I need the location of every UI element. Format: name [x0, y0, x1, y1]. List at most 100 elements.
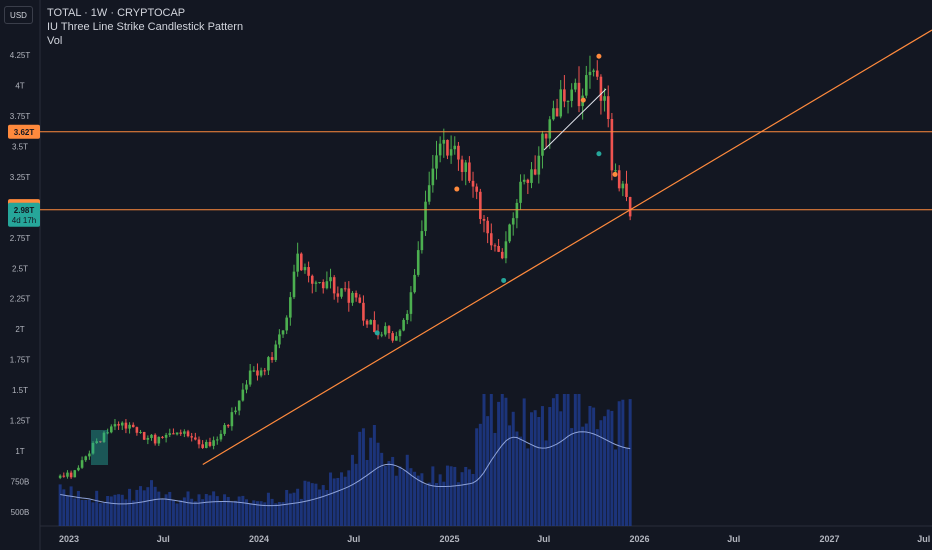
- candle-body: [332, 277, 336, 294]
- volume-bar: [255, 501, 259, 526]
- candle-body: [566, 100, 570, 102]
- candle-body: [161, 436, 164, 438]
- price-tick-label: 3.5T: [12, 142, 28, 151]
- volume-bar: [398, 466, 402, 526]
- volume-bar: [570, 428, 574, 526]
- volume-bar: [193, 501, 197, 526]
- volume-bar: [135, 489, 139, 526]
- volume-bar: [402, 470, 406, 526]
- volume-bar: [160, 499, 164, 526]
- volume-bar: [325, 490, 329, 526]
- volume-bar: [106, 495, 110, 526]
- volume-bar: [497, 401, 501, 526]
- signal-dot: [596, 151, 602, 157]
- volume-bar: [285, 489, 289, 526]
- candle-body: [321, 282, 325, 289]
- candle-body: [409, 292, 413, 314]
- volume-bar: [87, 499, 91, 526]
- signal-dot: [596, 53, 602, 59]
- symbol-title[interactable]: TOTAL · 1W · CRYPTOCAP: [47, 7, 186, 19]
- volume-bar: [292, 492, 296, 526]
- volume-bar: [208, 495, 212, 526]
- candle-body: [168, 433, 172, 435]
- volume-bar: [296, 488, 300, 526]
- candle-body: [106, 432, 109, 434]
- volume-bar: [529, 412, 533, 526]
- candle-body: [522, 179, 526, 182]
- chart-legend: TOTAL · 1W · CRYPTOCAP IU Three Line Str…: [47, 6, 243, 48]
- candle-body: [351, 292, 354, 303]
- candle-body: [486, 220, 489, 234]
- volume-bar: [478, 423, 482, 526]
- price-tick-label: 1T: [15, 447, 24, 456]
- volume-bar: [241, 495, 245, 526]
- volume-bar: [453, 466, 457, 526]
- candle-body: [479, 191, 482, 219]
- volume-bar: [263, 502, 267, 526]
- candle-body: [307, 267, 310, 276]
- candle-body: [533, 169, 537, 175]
- currency-button[interactable]: USD: [4, 6, 33, 24]
- candle-body: [245, 384, 248, 390]
- candle-body: [84, 456, 88, 461]
- candle-body: [73, 470, 77, 478]
- candle-body: [402, 319, 405, 331]
- volume-bar: [548, 407, 552, 526]
- price-axis[interactable]: 4.25T 4T 3.75T 3.5T 3.25T 2.75T 2.5T 2.25T 2T 1.7…: [10, 51, 31, 517]
- candle-body: [490, 233, 493, 246]
- volume-bar: [555, 394, 559, 526]
- volume-bar: [175, 503, 179, 526]
- candle-body: [153, 434, 157, 444]
- candle-body: [559, 89, 563, 117]
- volume-bar: [515, 431, 519, 526]
- volume-bar: [628, 399, 632, 526]
- volume-title[interactable]: Vol: [47, 35, 63, 47]
- indicator-title[interactable]: IU Three Line Strike Candlestick Pattern: [47, 21, 244, 33]
- candle-body: [281, 330, 285, 335]
- volume-bar: [445, 465, 449, 526]
- price-tick-label: 2.75T: [10, 234, 31, 243]
- volume-bar: [376, 442, 380, 526]
- volume-bar: [592, 407, 596, 526]
- candle-body: [157, 436, 161, 444]
- volume-bar: [361, 428, 365, 526]
- candle-body: [614, 170, 617, 172]
- volume-bar: [201, 499, 205, 526]
- candle-body: [197, 439, 201, 445]
- time-tick-label: Jul: [727, 534, 740, 544]
- price-tick-label: 1.25T: [10, 417, 31, 426]
- candle-body: [69, 472, 73, 478]
- candle-body: [139, 431, 142, 433]
- volume-bar: [109, 496, 113, 526]
- time-axis[interactable]: 2023 Jul 2024 Jul 2025 Jul 2026 Jul 2027 Jul: [59, 534, 930, 544]
- candle-body: [544, 133, 548, 139]
- price-tick-label: 750B: [11, 478, 30, 487]
- price-tick-label: 1.75T: [10, 356, 31, 365]
- volume-bar: [464, 466, 468, 526]
- candle-body: [497, 245, 500, 252]
- volume-bar: [252, 500, 256, 526]
- volume-bar: [511, 411, 515, 526]
- volume-bar: [223, 494, 227, 526]
- candle-body: [427, 185, 431, 202]
- candle-body: [537, 155, 541, 175]
- candle-body: [88, 453, 91, 457]
- volume-bar: [526, 448, 530, 526]
- volume-bar: [413, 471, 417, 526]
- candle-body: [252, 370, 256, 372]
- volume-bar: [544, 440, 548, 526]
- price-tick-label: 500B: [11, 508, 30, 517]
- candle-body: [223, 425, 226, 434]
- time-tick-label: 2026: [630, 534, 650, 544]
- volume-bar: [124, 499, 128, 526]
- candle-body: [110, 426, 113, 433]
- candle-body: [201, 444, 204, 448]
- volume-bar: [190, 498, 194, 526]
- trend-line: [202, 29, 932, 465]
- candle-body: [384, 326, 387, 335]
- candle-body: [416, 250, 420, 275]
- volume-bar: [157, 491, 161, 526]
- candle-body: [588, 71, 592, 76]
